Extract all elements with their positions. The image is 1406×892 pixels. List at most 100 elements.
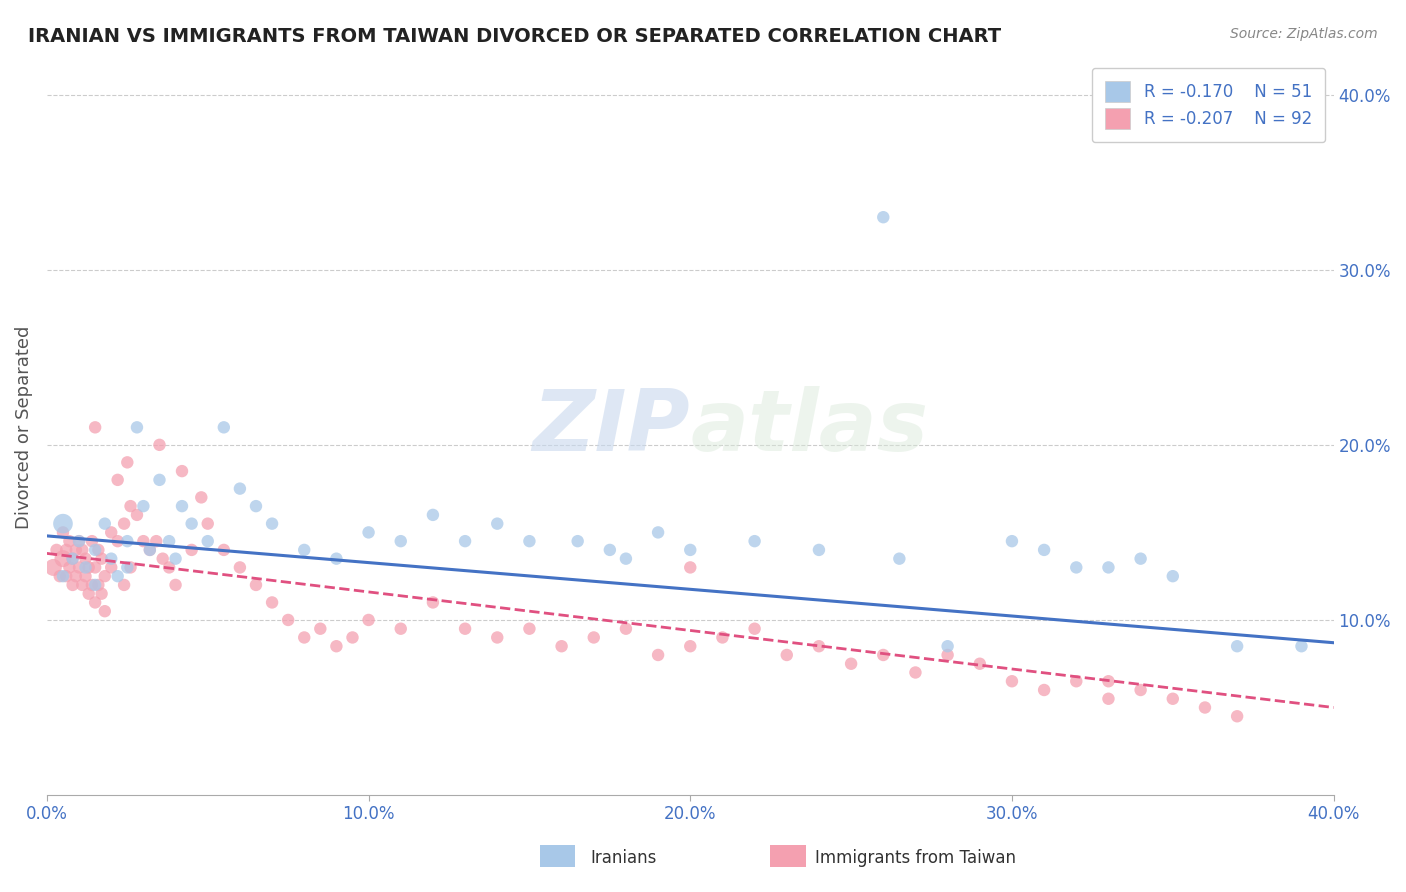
Point (679, 542, 702, 557)
Legend: R = -0.170    N = 51, R = -0.207    N = 92: R = -0.170 N = 51, R = -0.207 N = 92 (1092, 68, 1326, 142)
Point (614, 622, 637, 636)
Point (77, 587, 100, 601)
Point (84, 542, 107, 557)
Point (1097, 691, 1119, 706)
Point (170, 499, 193, 513)
Point (157, 534, 180, 549)
Point (679, 560, 702, 574)
Point (55, 569, 77, 583)
Point (100, 525, 122, 540)
Point (422, 508, 444, 522)
Point (117, 560, 139, 574)
Point (120, 499, 142, 513)
Point (550, 639, 572, 653)
Point (132, 499, 155, 513)
Text: Immigrants from Taiwan: Immigrants from Taiwan (815, 849, 1017, 867)
Point (262, 516, 284, 531)
Point (292, 542, 315, 557)
Point (152, 551, 174, 566)
Point (117, 534, 139, 549)
Point (1033, 542, 1056, 557)
Point (139, 542, 162, 557)
Point (67, 560, 90, 574)
Point (67, 534, 90, 549)
Point (139, 542, 162, 557)
Point (389, 534, 412, 549)
Point (1161, 569, 1184, 583)
Point (904, 665, 927, 680)
Point (1226, 639, 1249, 653)
Point (145, 534, 167, 549)
Point (80, 578, 103, 592)
Point (262, 595, 284, 609)
Point (1129, 683, 1152, 698)
Point (212, 542, 235, 557)
Point (807, 639, 830, 653)
Text: Source: ZipAtlas.com: Source: ZipAtlas.com (1230, 27, 1378, 41)
Point (112, 516, 135, 531)
Point (807, 542, 830, 557)
Point (65, 542, 87, 557)
Point (389, 622, 412, 636)
Point (84, 560, 107, 574)
Point (357, 613, 380, 627)
Point (357, 525, 380, 540)
Point (84, 578, 107, 592)
Point (567, 534, 589, 549)
Point (90, 587, 112, 601)
Point (58, 560, 80, 574)
Point (125, 420, 148, 434)
Point (614, 551, 637, 566)
Point (245, 499, 267, 513)
Point (120, 560, 142, 574)
Point (94, 604, 117, 618)
Point (75, 551, 97, 566)
Point (148, 438, 170, 452)
Point (647, 525, 669, 540)
Point (582, 631, 605, 645)
Point (647, 648, 669, 662)
Point (454, 622, 477, 636)
Point (229, 560, 252, 574)
Point (1064, 560, 1087, 574)
Point (45, 542, 67, 557)
Text: IRANIAN VS IMMIGRANTS FROM TAIWAN DIVORCED OR SEPARATED CORRELATION CHART: IRANIAN VS IMMIGRANTS FROM TAIWAN DIVORC… (28, 27, 1001, 45)
Point (325, 639, 347, 653)
Point (292, 631, 315, 645)
Point (936, 648, 959, 662)
Point (148, 473, 170, 487)
Point (839, 657, 862, 671)
Point (1001, 534, 1024, 549)
Point (744, 622, 766, 636)
Point (1097, 674, 1119, 689)
Point (1129, 551, 1152, 566)
Point (744, 534, 766, 549)
Point (190, 491, 212, 505)
Point (52, 551, 75, 566)
Point (77, 560, 100, 574)
Point (72, 542, 94, 557)
Point (165, 551, 187, 566)
Point (84, 595, 107, 609)
Point (180, 542, 202, 557)
Text: atlas: atlas (690, 386, 928, 469)
Point (52, 516, 75, 531)
Point (87, 578, 110, 592)
Point (679, 639, 702, 653)
Point (75, 569, 97, 583)
Point (872, 210, 894, 224)
Text: Iranians: Iranians (591, 849, 657, 867)
Point (52, 525, 75, 540)
Point (132, 534, 155, 549)
Point (52, 569, 75, 583)
Point (776, 648, 799, 662)
Point (1001, 674, 1024, 689)
Point (65, 569, 87, 583)
Point (1064, 674, 1087, 689)
Point (157, 560, 180, 574)
Point (62, 578, 84, 592)
Point (42, 560, 65, 574)
Point (599, 542, 621, 557)
Point (67, 534, 90, 549)
Point (872, 648, 894, 662)
